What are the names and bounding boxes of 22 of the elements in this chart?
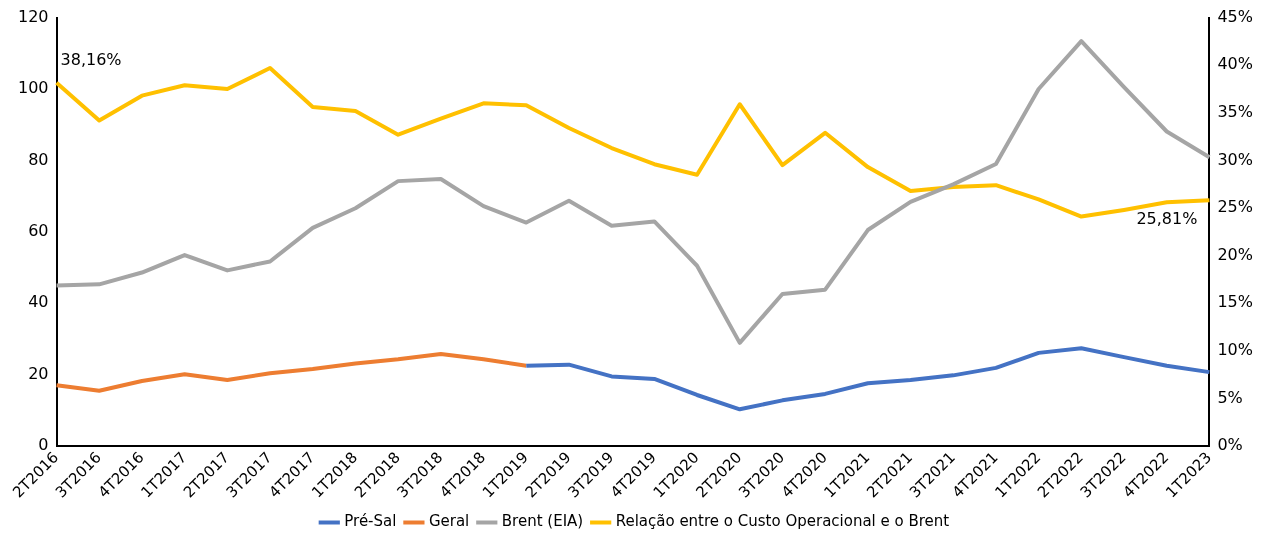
y2-tick-label: 15% <box>1217 292 1253 312</box>
y2-tick-label: 10% <box>1217 340 1253 359</box>
y2-tick-label: 45% <box>1217 6 1253 26</box>
y2-tick-label: 30% <box>1217 149 1253 169</box>
legend-label: Brent (EIA) <box>501 512 584 531</box>
y-tick-label: 60 <box>28 220 49 240</box>
y-tick-label: 20 <box>28 363 49 383</box>
legend-label: Relação entre o Custo Operacional e o Brent <box>615 512 950 531</box>
data-label: 25,81% <box>1136 209 1198 229</box>
legend-label: Pré-Sal <box>344 512 397 531</box>
y2-tick-label: 25% <box>1217 197 1253 217</box>
y2-tick-label: 40% <box>1217 54 1253 74</box>
y-tick-label: 80 <box>28 149 49 169</box>
y2-tick-label: 0% <box>1217 435 1243 455</box>
legend-label: Geral <box>428 512 470 531</box>
y-tick-label: 120 <box>17 6 49 26</box>
y-tick-label: 40 <box>28 292 49 312</box>
y2-tick-label: 35% <box>1217 101 1253 121</box>
y2-tick-label: 5% <box>1217 387 1243 407</box>
y-tick-label: 100 <box>17 78 49 98</box>
data-label: 38,16% <box>60 49 122 69</box>
y2-tick-label: 20% <box>1217 244 1253 264</box>
